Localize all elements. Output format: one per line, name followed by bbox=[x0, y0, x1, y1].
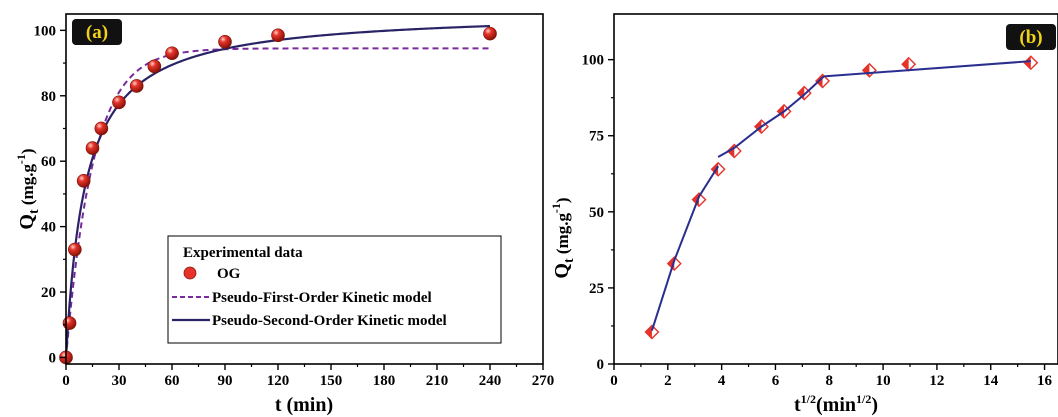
og-data-point bbox=[271, 28, 285, 43]
panel-b-y-axis-units: (mg.g bbox=[553, 213, 572, 259]
panel-b-x-axis-end: ) bbox=[871, 394, 878, 416]
x-tick-label: 12 bbox=[929, 373, 944, 389]
x-tick-label: 90 bbox=[218, 373, 233, 389]
panel-b-y-axis-base: Q bbox=[551, 263, 573, 279]
y-tick-label: 100 bbox=[34, 23, 57, 39]
panel-a-legend: Experimental data OG Pseudo-First-Order … bbox=[167, 235, 502, 344]
panel-b-frame bbox=[613, 13, 1058, 365]
diamond-fill bbox=[862, 63, 870, 77]
y-tick-label: 20 bbox=[41, 285, 56, 301]
y-tick-label: 75 bbox=[589, 129, 604, 145]
panel-b-label-box bbox=[1006, 24, 1056, 50]
y-tick-label: 0 bbox=[597, 357, 605, 373]
x-tick-label: 0 bbox=[62, 373, 70, 389]
panel-b-y-axis-sub: t bbox=[562, 258, 577, 263]
diamond-fill bbox=[1024, 56, 1031, 70]
legend-title: Experimental data bbox=[183, 245, 303, 261]
diamond-fill bbox=[902, 57, 909, 71]
panel-b-x-axis-base: t bbox=[794, 394, 801, 416]
legend-pso-label: Pseudo-Second-Order Kinetic model bbox=[212, 313, 447, 329]
x-tick-label: 210 bbox=[426, 373, 449, 389]
panel-b-y-axis-sup: -1 bbox=[549, 203, 563, 213]
panel-b-label: (b) bbox=[1019, 27, 1042, 48]
x-tick-label: 4 bbox=[718, 373, 726, 389]
x-tick-label: 240 bbox=[479, 373, 502, 389]
og-data-point bbox=[68, 242, 82, 257]
x-tick-label: 6 bbox=[772, 373, 780, 389]
panel-a-y-axis-title: Qt (mg.g-1) bbox=[14, 148, 42, 229]
og-data-point bbox=[94, 121, 109, 136]
panel-a-y-axis-base: Q bbox=[16, 214, 38, 230]
og-data-point bbox=[85, 141, 100, 155]
diamond-fill bbox=[711, 162, 719, 176]
x-tick-label: 180 bbox=[373, 373, 396, 389]
panel-b-y-ticks: 0 25 50 75 100 bbox=[582, 53, 614, 373]
panel-a-x-ticks: 0 30 60 90 120 150 180 210 240 270 bbox=[62, 364, 554, 389]
og-data-point bbox=[147, 59, 162, 74]
pfo-curve bbox=[65, 47, 490, 358]
x-tick-label: 14 bbox=[983, 373, 999, 389]
panel-b-y-axis-close: ) bbox=[553, 197, 572, 203]
legend-og-label: OG bbox=[217, 266, 241, 282]
y-tick-label: 60 bbox=[41, 154, 56, 170]
diamond-fill bbox=[754, 120, 762, 134]
panel-a-label-box bbox=[72, 19, 122, 45]
x-tick-label: 8 bbox=[826, 373, 834, 389]
panel-a-y-ticks: 0 20 40 60 80 100 bbox=[34, 23, 66, 366]
og-data-point bbox=[165, 46, 179, 61]
panel-a-y-axis-sup: -1 bbox=[14, 154, 28, 164]
fit-segment bbox=[650, 165, 719, 331]
x-tick-label: 150 bbox=[320, 373, 343, 389]
diamond-fill bbox=[645, 325, 652, 339]
legend-og-marker bbox=[183, 266, 197, 280]
panel-b-y-axis-title: Qt (mg.g-1) bbox=[549, 197, 577, 278]
panel-a-plot bbox=[59, 24, 497, 365]
diamond-marker bbox=[726, 143, 742, 159]
legend-box bbox=[167, 235, 502, 344]
legend-pfo-label: Pseudo-First-Order Kinetic model bbox=[212, 290, 432, 306]
panel-a-x-axis-title: t (min) bbox=[275, 394, 333, 416]
panel-a-label: (a) bbox=[86, 22, 108, 43]
panel-a: 0 30 60 90 120 150 180 210 240 270 0 20 40 60 80 100 (… bbox=[14, 13, 554, 416]
diamond-marker bbox=[644, 324, 660, 340]
diamond-marker bbox=[1023, 55, 1039, 71]
x-tick-label: 120 bbox=[267, 373, 290, 389]
og-data-point bbox=[129, 79, 144, 93]
diamond-marker bbox=[861, 62, 877, 78]
y-tick-label: 100 bbox=[582, 53, 605, 69]
panel-b-x-axis-sup: 1/2 bbox=[801, 392, 816, 406]
diamond-fill bbox=[777, 104, 785, 118]
y-tick-label: 25 bbox=[589, 281, 604, 297]
y-tick-label: 0 bbox=[49, 350, 57, 366]
panel-b-x-axis-title: t1/2(min1/2) bbox=[794, 392, 878, 416]
x-tick-label: 0 bbox=[610, 373, 618, 389]
panel-b-x-axis-sup2: 1/2 bbox=[856, 392, 871, 406]
fit-segment bbox=[823, 60, 1031, 78]
panel-a-y-axis-units: (mg.g bbox=[18, 164, 37, 210]
panel-a-y-axis-close: ) bbox=[18, 148, 37, 154]
x-tick-label: 16 bbox=[1037, 373, 1053, 389]
x-tick-label: 270 bbox=[532, 373, 555, 389]
og-data-point bbox=[62, 316, 77, 330]
panel-b-x-ticks: 0 2 4 6 8 10 12 14 16 bbox=[610, 364, 1053, 389]
x-tick-label: 30 bbox=[112, 373, 127, 389]
panel-b-x-axis-mid: (min bbox=[816, 394, 856, 416]
x-tick-label: 2 bbox=[664, 373, 672, 389]
diamond-marker bbox=[901, 56, 917, 72]
y-tick-label: 40 bbox=[41, 220, 56, 236]
og-data-point bbox=[76, 174, 91, 188]
x-tick-label: 10 bbox=[876, 373, 891, 389]
panel-b-plot bbox=[644, 55, 1039, 340]
og-data-point bbox=[218, 35, 232, 49]
og-data-point bbox=[112, 95, 126, 110]
x-tick-label: 60 bbox=[165, 373, 180, 389]
og-data-point bbox=[483, 26, 497, 41]
fit-segment bbox=[717, 75, 825, 158]
y-tick-label: 50 bbox=[589, 205, 604, 221]
panel-a-y-axis-sub: t bbox=[27, 209, 42, 214]
y-tick-label: 80 bbox=[41, 89, 56, 105]
